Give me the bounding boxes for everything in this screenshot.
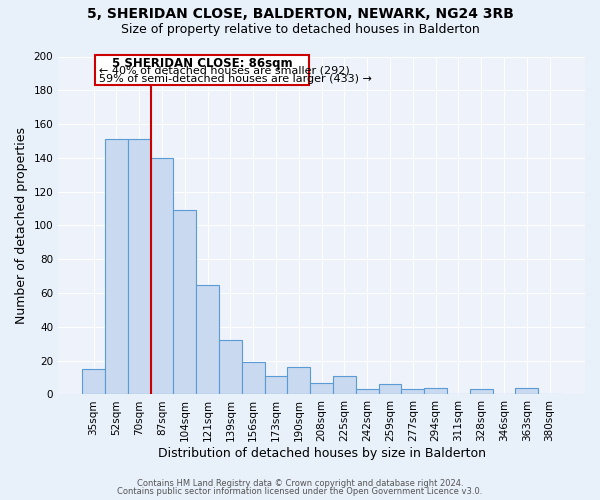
Bar — [95, 55, 309, 85]
Y-axis label: Number of detached properties: Number of detached properties — [15, 127, 28, 324]
Bar — [401, 390, 424, 394]
Bar — [151, 158, 173, 394]
Bar — [219, 340, 242, 394]
Bar — [333, 376, 356, 394]
Bar — [379, 384, 401, 394]
Text: ← 40% of detached houses are smaller (292): ← 40% of detached houses are smaller (29… — [99, 66, 350, 76]
Bar — [424, 388, 447, 394]
Text: Contains HM Land Registry data © Crown copyright and database right 2024.: Contains HM Land Registry data © Crown c… — [137, 478, 463, 488]
Bar — [470, 390, 493, 394]
Bar — [105, 140, 128, 394]
Bar — [173, 210, 196, 394]
Text: Size of property relative to detached houses in Balderton: Size of property relative to detached ho… — [121, 22, 479, 36]
Bar — [356, 390, 379, 394]
Text: Contains public sector information licensed under the Open Government Licence v3: Contains public sector information licen… — [118, 487, 482, 496]
Text: 5, SHERIDAN CLOSE, BALDERTON, NEWARK, NG24 3RB: 5, SHERIDAN CLOSE, BALDERTON, NEWARK, NG… — [86, 8, 514, 22]
Bar — [287, 368, 310, 394]
Bar — [82, 369, 105, 394]
X-axis label: Distribution of detached houses by size in Balderton: Distribution of detached houses by size … — [158, 447, 485, 460]
Bar — [310, 382, 333, 394]
Bar — [265, 376, 287, 394]
Text: 5 SHERIDAN CLOSE: 86sqm: 5 SHERIDAN CLOSE: 86sqm — [112, 58, 292, 70]
Bar — [196, 284, 219, 395]
Bar — [515, 388, 538, 394]
Bar — [242, 362, 265, 394]
Bar — [128, 140, 151, 394]
Text: 59% of semi-detached houses are larger (433) →: 59% of semi-detached houses are larger (… — [99, 74, 372, 84]
